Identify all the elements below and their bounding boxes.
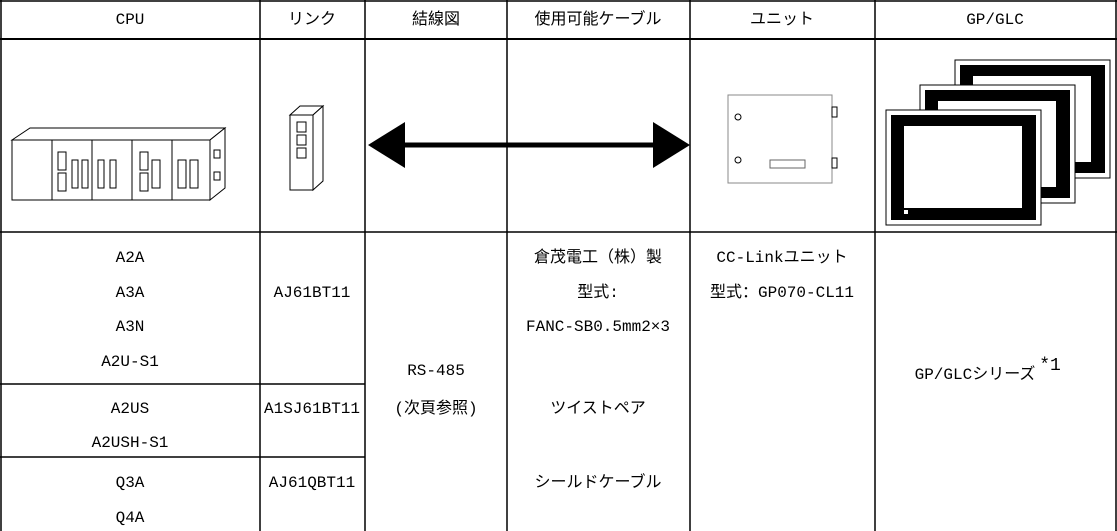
cable-text: 倉茂電工（株）製 xyxy=(534,248,662,267)
cpu-illustration xyxy=(10,126,227,202)
gp-text: GP/GLCシリーズ xyxy=(915,365,1036,384)
cpu-model: A2U-S1 xyxy=(101,353,159,371)
unit-illustration xyxy=(727,94,838,184)
link-model: AJ61BT11 xyxy=(274,284,351,302)
connection-text: RS-485 xyxy=(407,362,465,380)
cpu-model: Q3A xyxy=(116,474,145,492)
gp-note: *1 xyxy=(1039,356,1061,376)
connection-text: (次頁参照) xyxy=(394,399,477,418)
header-cell: ユニット xyxy=(750,11,814,29)
header-cell: GP/GLC xyxy=(966,11,1024,29)
cable-text: ツイストペア xyxy=(550,400,646,418)
header-cell: 結線図 xyxy=(412,10,460,29)
cable-text: 型式: xyxy=(577,283,619,302)
cpu-model: A3N xyxy=(116,318,145,336)
connection-arrow xyxy=(368,122,690,168)
cpu-model: A2USH-S1 xyxy=(92,434,169,452)
link-model: AJ61QBT11 xyxy=(269,474,355,492)
cpu-model: Q4A xyxy=(116,509,145,527)
cpu-model: A2US xyxy=(111,400,149,418)
cpu-model: A3A xyxy=(116,284,145,302)
unit-text: CC-Linkユニット xyxy=(716,249,847,267)
gp-illustration xyxy=(885,59,1111,226)
cable-text: シールドケーブル xyxy=(534,472,661,492)
unit-text: 型式：GP070-CL11 xyxy=(710,283,854,302)
cable-text: FANC-SB0.5mm2×3 xyxy=(526,318,670,336)
header-cell: リンク xyxy=(288,10,336,29)
header-cell: 使用可能ケーブル xyxy=(534,9,661,29)
cpu-model: A2A xyxy=(116,249,145,267)
link-illustration xyxy=(288,104,325,192)
header-cell: CPU xyxy=(116,11,145,29)
link-model: A1SJ61BT11 xyxy=(264,400,360,418)
